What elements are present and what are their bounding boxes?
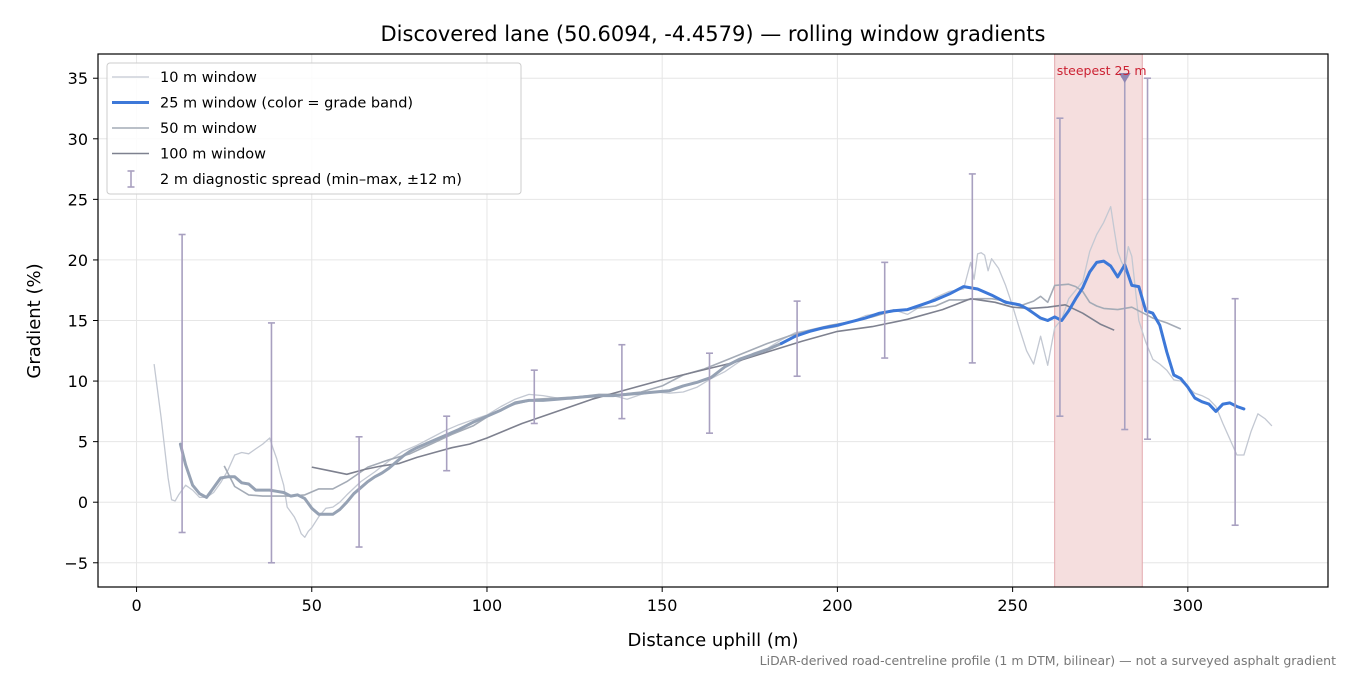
- y-tick-label: 25: [68, 190, 88, 209]
- error-bars: [178, 76, 1239, 564]
- legend-label-w50: 50 m window: [160, 121, 257, 137]
- x-tick-label: 150: [647, 596, 678, 615]
- footnote: LiDAR-derived road-centreline profile (1…: [760, 653, 1336, 668]
- x-tick-label: 250: [997, 596, 1028, 615]
- x-axis-label: Distance uphill (m): [628, 630, 799, 651]
- legend-label-err: 2 m diagnostic spread (min–max, ±12 m): [160, 172, 462, 188]
- legend-label-w25: 25 m window (color = grade band): [160, 96, 413, 112]
- y-tick-label: 10: [68, 372, 88, 391]
- legend-box: [106, 62, 522, 195]
- legend-label-w10: 10 m window: [160, 70, 257, 86]
- y-axis-label: Gradient (%): [24, 263, 45, 378]
- series-25m-line-steep: [779, 259, 1246, 413]
- series-lines: [153, 205, 1273, 538]
- steepest-label: steepest 25 m: [1057, 63, 1147, 78]
- steepest-band: [1054, 53, 1143, 588]
- x-tick-label: 200: [822, 596, 853, 615]
- axis-ticks: 0 50 100 150 200 250 300 −5 0 5 10 15 20 25 30 35: [64, 69, 1203, 615]
- steepest-band-rect: [1054, 53, 1143, 588]
- y-tick-label: 15: [68, 312, 88, 331]
- y-tick-label: 20: [68, 251, 88, 270]
- x-tick-label: 100: [472, 596, 503, 615]
- y-tick-label: 0: [78, 493, 88, 512]
- chart-title: Discovered lane (50.6094, -4.4579) — rol…: [381, 22, 1046, 46]
- y-tick-label: −5: [64, 554, 88, 573]
- steepest-marker: [1118, 73, 1131, 84]
- y-tick-label: 30: [68, 130, 88, 149]
- y-tick-label: 5: [78, 433, 88, 452]
- x-tick-label: 300: [1173, 596, 1204, 615]
- legend: 10 m window 25 m window (color = grade ba…: [106, 62, 522, 195]
- series-25m-line-low: [178, 342, 783, 516]
- x-tick-label: 0: [131, 596, 141, 615]
- legend-label-w100: 100 m window: [160, 147, 266, 163]
- steepest-annotation: steepest 25 m: [1057, 63, 1147, 84]
- x-tick-label: 50: [302, 596, 322, 615]
- y-tick-label: 35: [68, 69, 88, 88]
